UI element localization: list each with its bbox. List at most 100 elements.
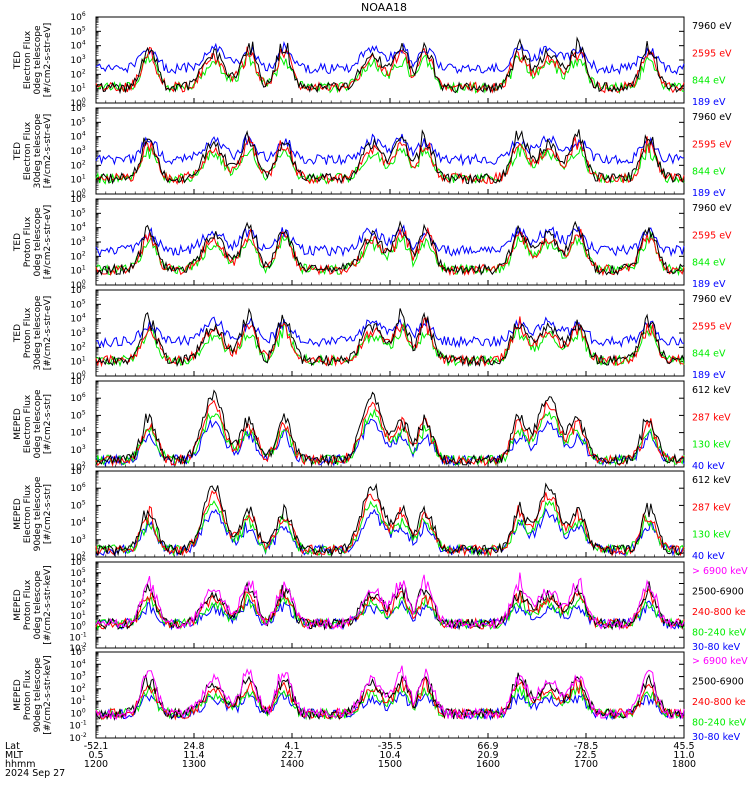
y-axis-label-line: TED <box>13 324 23 343</box>
legend-entry: 612 keV <box>692 385 731 396</box>
y-tick-label: 102 <box>70 159 85 171</box>
panel-frame <box>95 16 685 104</box>
y-axis-label-line: Proton Flux <box>23 669 33 720</box>
legend-entry: > 6900 keV <box>692 656 748 667</box>
y-tick-label: 105 <box>70 116 85 128</box>
footer-row-value: 1400 <box>280 759 304 770</box>
footer-row-value: 10.4 <box>379 750 400 761</box>
legend-entry: 844 eV <box>692 349 726 360</box>
legend-entry: 612 keV <box>692 475 731 486</box>
y-axis-label-line: Electron Flux <box>23 30 33 89</box>
y-axis-label-line: Electron Flux <box>23 484 33 543</box>
y-axis-label-line: Proton Flux <box>23 579 33 630</box>
footer-row-value: 1500 <box>378 759 402 770</box>
legend-entry: 189 eV <box>692 188 726 199</box>
series-trace-2595-ev <box>95 135 685 185</box>
legend-entry: 240-800 ke <box>692 607 746 618</box>
panel-frame <box>95 651 685 739</box>
y-axis-label-line: MEPED <box>13 589 23 621</box>
series-trace-7960-ev <box>95 307 685 368</box>
y-tick-label: 103 <box>70 534 85 546</box>
footer-row-value: 22.7 <box>281 750 302 761</box>
legend-entry: 844 eV <box>692 167 726 178</box>
footer-row-value: 1700 <box>574 759 598 770</box>
y-tick-label: 103 <box>70 236 85 248</box>
footer-row-value: 1800 <box>672 759 696 770</box>
y-tick-label: 103 <box>70 54 85 66</box>
y-tick-label: 104 <box>70 658 85 670</box>
legend-entry: 40 keV <box>692 461 725 472</box>
y-axis-label-line: [#/cm2-s-str-eV] <box>43 296 53 371</box>
series-trace-844-ev <box>95 142 685 185</box>
legend-entry: 287 keV <box>692 502 731 513</box>
y-axis-label-line: Electron Flux <box>23 394 33 453</box>
y-tick-label: 104 <box>70 517 85 529</box>
y-tick-label: 105 <box>70 207 85 219</box>
series-trace-7960-ev <box>95 220 685 276</box>
y-axis-label-line: 90deg telescope <box>33 476 43 551</box>
legend-entry: 80-240 keV <box>692 628 747 639</box>
series-trace-2500-6900 <box>95 672 685 721</box>
y-tick-label: 102 <box>70 68 85 80</box>
y-tick-label: 106 <box>70 193 85 205</box>
footer-row-value: -52.1 <box>84 741 109 752</box>
y-tick-label: 104 <box>70 222 85 234</box>
legend-entry: 189 eV <box>692 370 726 381</box>
y-axis-label-line: MEPED <box>13 408 23 440</box>
footer-row-label: hhmm <box>5 759 36 770</box>
y-axis-label-line: MEPED <box>13 679 23 711</box>
footer-row-value: -35.5 <box>378 741 403 752</box>
y-tick-label: 105 <box>70 298 85 310</box>
legend-entry: 7960 eV <box>692 112 732 123</box>
y-tick-label: 106 <box>70 102 85 114</box>
y-tick-label: 103 <box>70 444 85 456</box>
footer-row-value: 4.1 <box>284 741 299 752</box>
chart-title: NOAA18 <box>361 1 407 14</box>
legend-entry: 2595 eV <box>692 139 732 150</box>
series-trace-189-ev <box>95 316 685 349</box>
legend-entry: 130 keV <box>692 440 731 451</box>
legend-entry: 2500-6900 <box>692 587 744 598</box>
footer-row-value: 20.9 <box>477 750 498 761</box>
y-tick-label: 101 <box>70 83 85 95</box>
footer-row-value: 1300 <box>182 759 206 770</box>
y-tick-label: 105 <box>70 409 85 421</box>
legend-entry: 80-240 keV <box>692 718 747 729</box>
series-trace-612-kev <box>95 482 685 557</box>
legend-entry: 2595 eV <box>692 321 732 332</box>
footer-row-value: 24.8 <box>183 741 204 752</box>
y-tick-label: 101 <box>70 695 85 707</box>
y-tick-label: 105 <box>70 25 85 37</box>
footer-row-value: 11.0 <box>673 750 694 761</box>
legend-entry: 844 eV <box>692 258 726 269</box>
y-axis-label-line: [#/cm2-s-str] <box>43 484 53 544</box>
panel-frame <box>95 561 685 649</box>
footer-row-value: 66.9 <box>477 741 498 752</box>
y-tick-label: 102 <box>70 683 85 695</box>
series-trace--6900-kev <box>95 665 685 720</box>
y-tick-label: 107 <box>70 465 85 477</box>
footer-row-label: Lat <box>5 741 20 752</box>
y-tick-label: 106 <box>70 482 85 494</box>
date-label: 2024 Sep 27 <box>5 768 65 779</box>
footer-row-value: 45.5 <box>673 741 694 752</box>
y-axis-label-line: TED <box>13 51 23 70</box>
series-trace-189-ev <box>95 133 685 167</box>
legend-entry: 240-800 ke <box>692 697 746 708</box>
legend-entry: 7960 eV <box>692 203 732 214</box>
legend-entry: 2595 eV <box>692 48 732 59</box>
y-tick-label: 106 <box>70 392 85 404</box>
y-axis-label-line: TED <box>13 233 23 252</box>
series-trace-2500-6900 <box>95 581 685 631</box>
legend-entry: 189 eV <box>692 279 726 290</box>
footer-row-label: MLT <box>5 750 23 761</box>
footer-row-value: 1600 <box>476 759 500 770</box>
